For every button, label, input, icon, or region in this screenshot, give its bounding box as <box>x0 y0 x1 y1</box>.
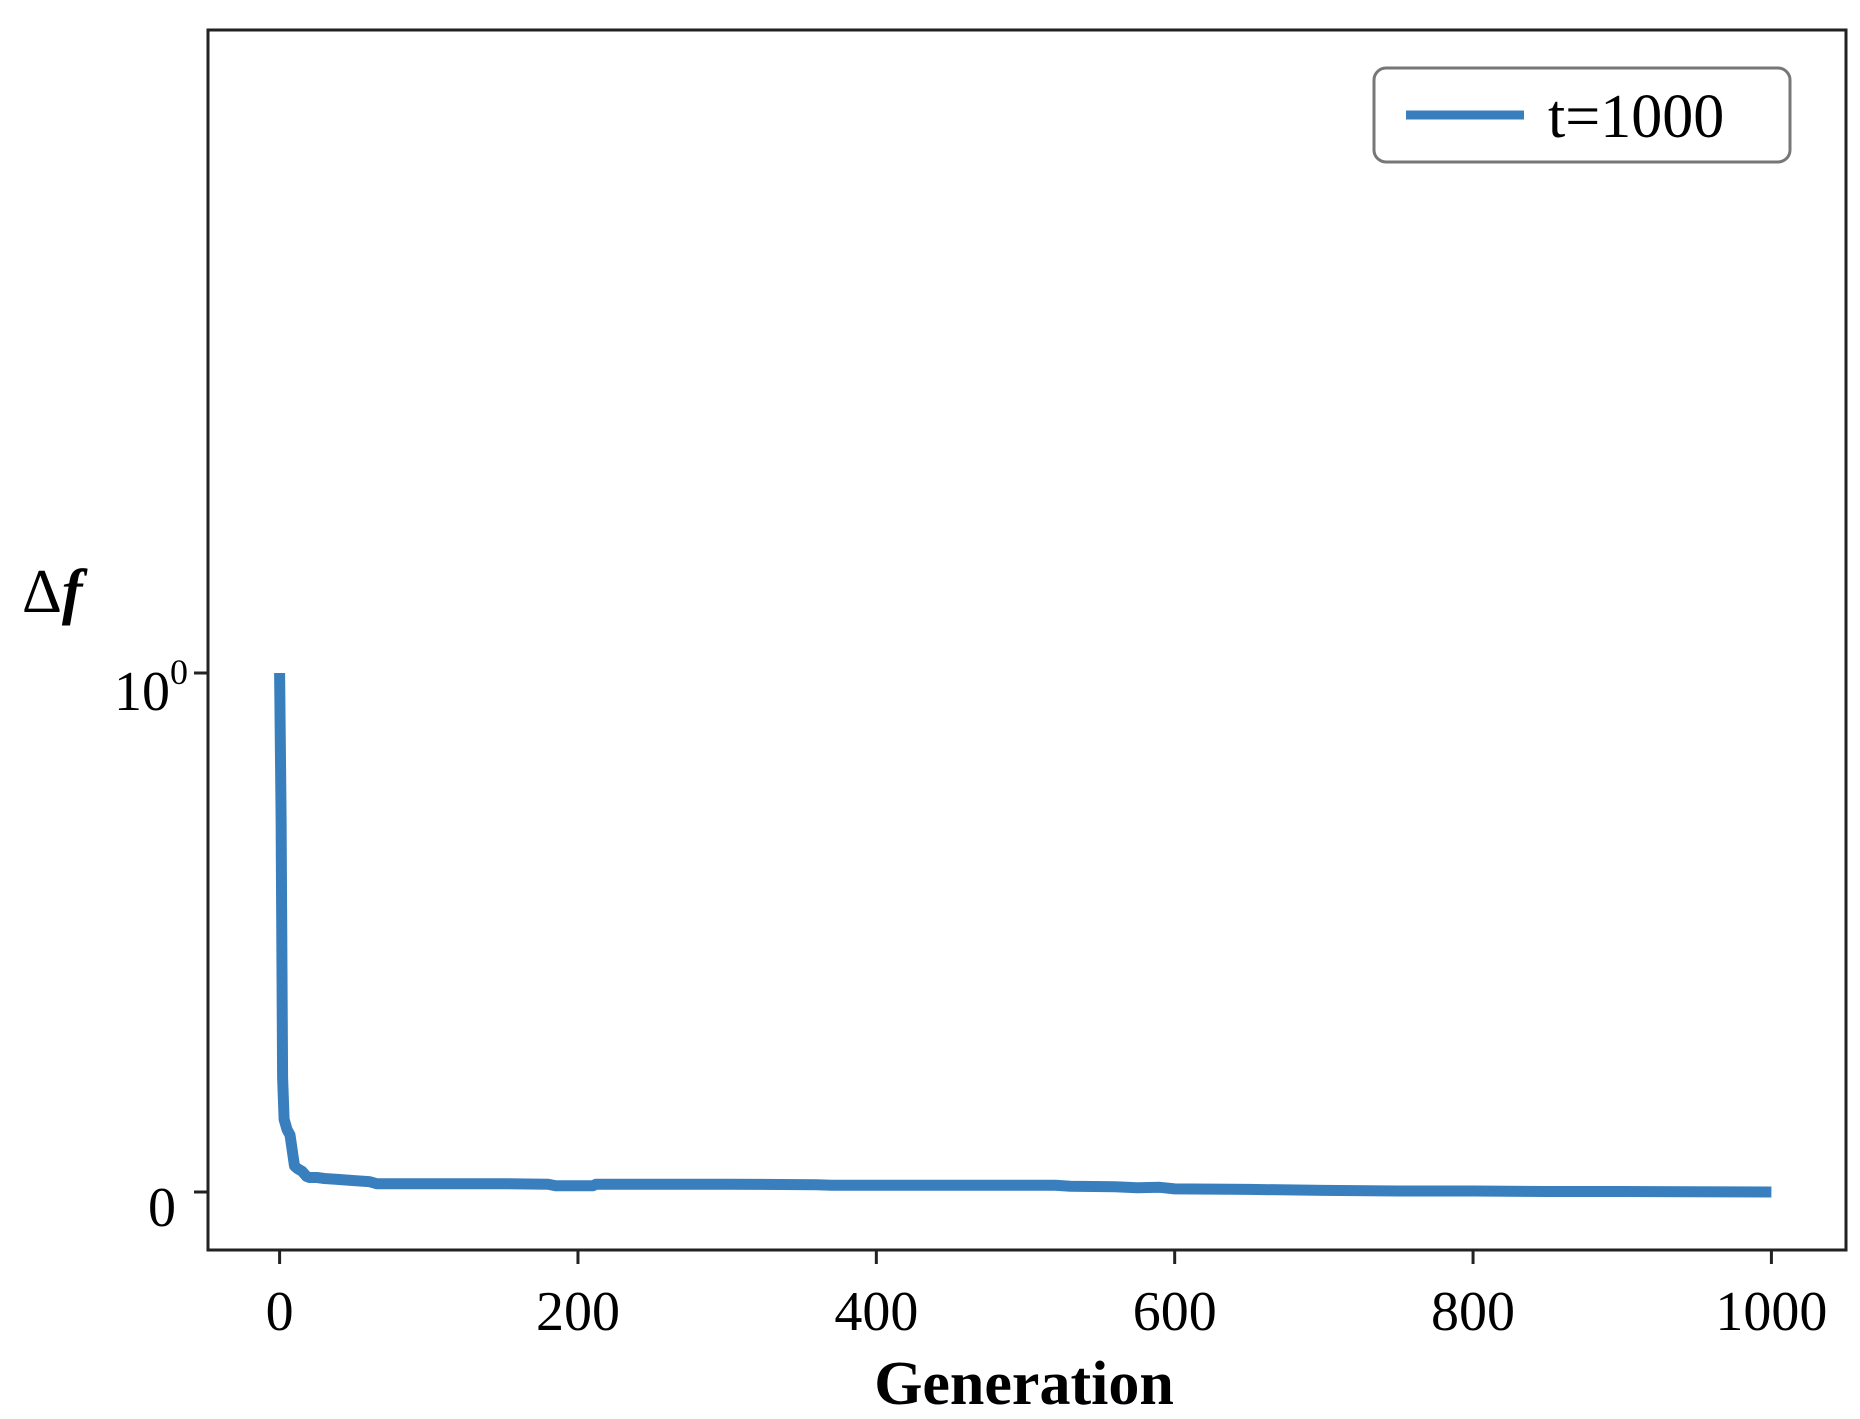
x-tick-label-1000: 1000 <box>1715 1281 1827 1343</box>
y-axis-ticks: 100 0 <box>114 652 208 1239</box>
legend-box <box>1372 66 1792 164</box>
x-tick-label-800: 800 <box>1431 1281 1515 1343</box>
legend-label: t=1000 <box>1548 83 1724 151</box>
series-layer <box>274 672 1772 1198</box>
x-tick-label-600: 600 <box>1133 1281 1217 1343</box>
plot-frame <box>206 28 1848 1252</box>
x-axis-label: Generation <box>874 1350 1174 1418</box>
x-axis-ticks: 0 200 400 600 800 1000 <box>266 1250 1827 1343</box>
y-tick-label-0: 0 <box>148 1177 176 1239</box>
x-tick-label-400: 400 <box>834 1281 918 1343</box>
x-tick-label-0: 0 <box>266 1281 294 1343</box>
series-line-0 <box>274 672 1772 1198</box>
legend: t=1000 <box>1372 66 1792 164</box>
y-axis-label: Δf <box>22 558 88 626</box>
y-tick-label-1e0: 100 <box>114 652 188 723</box>
x-tick-label-200: 200 <box>536 1281 620 1343</box>
